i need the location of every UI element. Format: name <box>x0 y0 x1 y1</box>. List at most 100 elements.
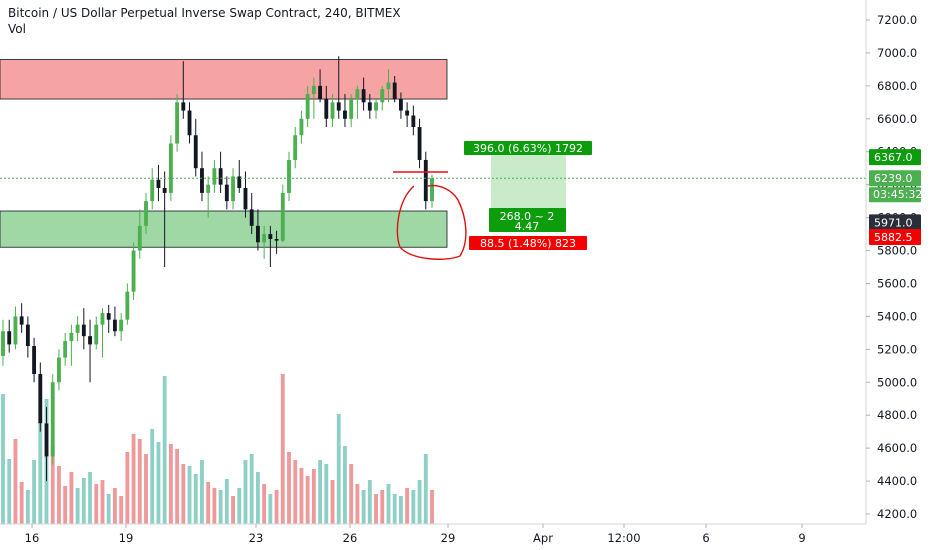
volume-bar[interactable] <box>144 454 148 524</box>
candle[interactable] <box>336 56 341 119</box>
volume-bar[interactable] <box>330 480 335 524</box>
candle[interactable] <box>175 94 180 152</box>
candle[interactable] <box>150 168 155 210</box>
candle[interactable] <box>355 85 360 119</box>
candle[interactable] <box>268 225 273 267</box>
volume-bar[interactable] <box>280 374 285 524</box>
candle[interactable] <box>262 225 267 259</box>
volume-bar[interactable] <box>181 464 186 524</box>
candle[interactable] <box>32 337 37 383</box>
candle[interactable] <box>349 94 354 128</box>
volume-bar[interactable] <box>200 460 204 524</box>
volume-bar[interactable] <box>69 472 74 524</box>
support-zone[interactable] <box>0 210 448 248</box>
volume-bar[interactable] <box>392 494 397 524</box>
volume-bar[interactable] <box>100 480 105 524</box>
volume-bar[interactable] <box>243 460 248 524</box>
volume-bar[interactable] <box>398 496 403 524</box>
volume-bar[interactable] <box>25 490 30 524</box>
candle[interactable] <box>305 85 310 128</box>
candle[interactable] <box>125 283 130 325</box>
candle[interactable] <box>7 319 12 353</box>
candle[interactable] <box>380 85 385 111</box>
candle[interactable] <box>25 316 30 358</box>
candle[interactable] <box>386 69 391 103</box>
candle[interactable] <box>280 184 285 243</box>
volume-bar[interactable] <box>343 446 347 524</box>
candle[interactable] <box>193 118 198 177</box>
candle[interactable] <box>318 69 323 103</box>
volume-bar[interactable] <box>318 460 323 524</box>
candle[interactable] <box>287 151 291 202</box>
candle[interactable] <box>293 127 298 169</box>
volume-bar[interactable] <box>168 444 173 524</box>
volume-bar[interactable] <box>175 449 180 524</box>
volume-bar[interactable] <box>156 442 161 524</box>
volume-bar[interactable] <box>137 439 142 524</box>
volume-bar[interactable] <box>324 464 329 524</box>
volume-bar[interactable] <box>150 429 155 524</box>
candle[interactable] <box>88 319 92 383</box>
candle[interactable] <box>44 406 49 482</box>
volume-bar[interactable] <box>112 488 117 524</box>
candle[interactable] <box>299 110 304 144</box>
resistance-zone[interactable] <box>0 59 448 100</box>
volume-bar[interactable] <box>274 490 279 524</box>
volume-bar[interactable] <box>19 482 24 524</box>
candle[interactable] <box>367 94 372 119</box>
candle[interactable] <box>187 102 192 144</box>
volume-bar[interactable] <box>88 472 92 524</box>
candle[interactable] <box>231 168 235 210</box>
volume-bar[interactable] <box>374 494 378 524</box>
volume-bar[interactable] <box>430 490 434 524</box>
volume-bar[interactable] <box>7 459 12 524</box>
candle[interactable] <box>38 362 43 432</box>
volume-bar[interactable] <box>81 478 86 524</box>
volume-bar[interactable] <box>57 466 61 524</box>
candle[interactable] <box>423 151 428 210</box>
candle[interactable] <box>94 316 99 350</box>
volume-bar[interactable] <box>380 490 385 524</box>
volume-bar[interactable] <box>299 468 304 524</box>
candle[interactable] <box>405 102 410 128</box>
volume-bar[interactable] <box>255 472 260 524</box>
candle[interactable] <box>57 349 61 391</box>
volume-bar[interactable] <box>268 494 273 524</box>
candle[interactable] <box>1 319 5 366</box>
volume-bar[interactable] <box>249 454 254 524</box>
candle[interactable] <box>218 151 223 193</box>
volume-bar[interactable] <box>162 376 167 524</box>
volume-bar[interactable] <box>293 460 298 524</box>
volume-bar[interactable] <box>349 464 354 524</box>
candle[interactable] <box>13 306 18 350</box>
candle[interactable] <box>243 171 248 218</box>
candle[interactable] <box>392 75 397 103</box>
volume-bar[interactable] <box>336 414 341 524</box>
candle[interactable] <box>330 94 335 128</box>
volume-bar[interactable] <box>106 494 111 524</box>
volume-bar[interactable] <box>355 484 360 524</box>
volume-bar[interactable] <box>386 484 391 524</box>
price-axis[interactable]: 7200.07000.06800.06600.06400.06200.06000… <box>866 13 917 521</box>
volume-bar[interactable] <box>94 484 99 524</box>
candle[interactable] <box>168 135 173 202</box>
volume-bar[interactable] <box>125 452 130 524</box>
volume-bar[interactable] <box>193 474 198 524</box>
candle[interactable] <box>398 92 403 119</box>
volume-bar[interactable] <box>361 490 366 524</box>
candle[interactable] <box>19 303 24 333</box>
volume-bar[interactable] <box>212 488 217 524</box>
candle[interactable] <box>131 242 136 300</box>
volume-bar[interactable] <box>119 496 124 524</box>
volume-bar[interactable] <box>417 480 422 524</box>
volume-bar[interactable] <box>1 394 5 524</box>
candle[interactable] <box>255 209 260 251</box>
candle[interactable] <box>144 192 148 235</box>
volume-bar[interactable] <box>13 439 18 524</box>
candle[interactable] <box>106 304 111 333</box>
candle[interactable] <box>100 308 105 358</box>
candle[interactable] <box>112 306 117 337</box>
candle[interactable] <box>162 171 167 267</box>
volume-bar[interactable] <box>38 424 43 524</box>
